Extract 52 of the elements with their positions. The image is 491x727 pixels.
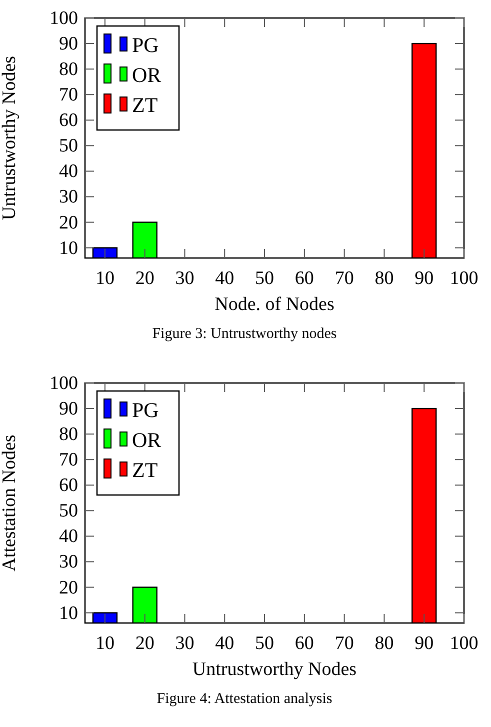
x-tick-label: 50 [255, 268, 274, 289]
x-tick-label: 60 [294, 268, 314, 289]
caption: Figure 4: Attestation analysis [156, 691, 332, 707]
legend-label: PG [132, 398, 159, 422]
y-tick-label: 10 [59, 602, 78, 624]
y-tick-label: 100 [50, 8, 78, 29]
y-tick-label: 50 [59, 500, 78, 522]
x-tick-label: 100 [450, 633, 478, 654]
y-tick-label: 80 [59, 424, 78, 446]
x-tick-label: 20 [135, 633, 154, 654]
y-tick-label: 60 [59, 110, 78, 132]
y-tick-label: 40 [59, 161, 78, 182]
y-axis-title: Untrustworthy Nodes [0, 56, 20, 220]
x-tick-label: 80 [374, 268, 394, 289]
x-tick-label: 90 [414, 268, 434, 289]
legend-label: ZT [132, 93, 158, 117]
y-tick-label: 60 [59, 475, 78, 496]
x-axis-title: Untrustworthy Nodes [192, 659, 357, 680]
x-tick-label: 30 [175, 633, 194, 654]
y-tick-label: 20 [59, 577, 78, 598]
y-tick-label: 70 [59, 450, 78, 471]
x-tick-label: 50 [255, 633, 274, 654]
x-tick-label: 90 [414, 633, 434, 654]
y-tick-label: 20 [59, 212, 78, 234]
x-axis-title: Node. of Nodes [214, 294, 334, 315]
legend-label: OR [132, 428, 162, 452]
y-tick-label: 90 [59, 34, 78, 55]
y-tick-label: 50 [59, 136, 78, 157]
x-tick-label: 40 [215, 633, 234, 654]
y-tick-label: 10 [59, 238, 78, 259]
y-tick-label: 90 [59, 398, 78, 420]
y-axis-title: Attestation Nodes [0, 434, 20, 572]
x-tick-label: 40 [215, 268, 234, 289]
caption: Figure 3: Untrustworthy nodes [152, 326, 337, 342]
y-tick-label: 30 [59, 552, 78, 573]
x-tick-label: 70 [334, 633, 354, 654]
legend-label: PG [132, 33, 159, 57]
x-tick-label: 80 [374, 633, 394, 654]
x-tick-label: 10 [95, 268, 114, 289]
x-tick-label: 70 [334, 268, 354, 289]
x-tick-label: 30 [175, 268, 194, 289]
x-tick-label: 20 [135, 268, 154, 289]
y-tick-label: 70 [59, 84, 78, 106]
legend-label: ZT [132, 458, 158, 482]
x-tick-label: 60 [294, 633, 314, 654]
y-tick-label: 30 [59, 186, 78, 208]
x-tick-label: 100 [450, 268, 478, 289]
y-tick-label: 100 [50, 373, 78, 394]
y-tick-label: 80 [59, 59, 78, 80]
y-tick-label: 40 [59, 526, 78, 548]
x-tick-label: 10 [95, 633, 114, 654]
legend-label: OR [132, 63, 162, 87]
